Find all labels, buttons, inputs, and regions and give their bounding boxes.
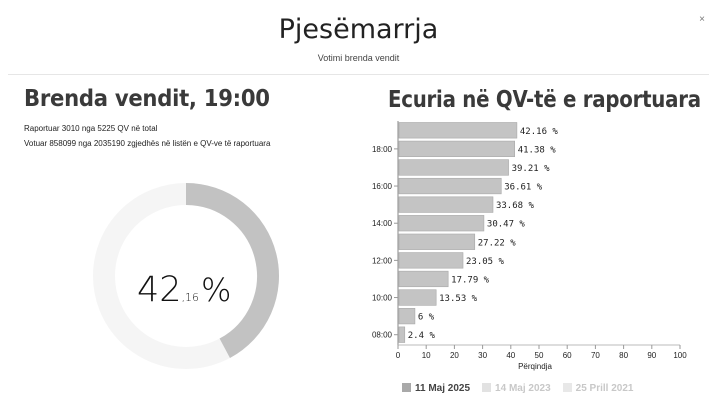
x-tick-label: 40 (506, 351, 515, 360)
bar-value-label: 30.47 % (487, 220, 526, 230)
left-panel-title: Brenda vendit, 19:00 (24, 86, 270, 112)
bar (398, 177, 502, 195)
x-tick-label: 0 (396, 351, 401, 360)
turnout-decimal: ,16 (181, 291, 200, 304)
bar (398, 308, 416, 325)
turnout-value: 42,16% (137, 270, 231, 310)
bar-value-label: 13.53 % (439, 294, 478, 304)
y-tick-label: 14:00 (372, 219, 393, 228)
bar (398, 122, 518, 139)
turnout-gauge (93, 183, 279, 369)
bar-value-label: 27.22 % (478, 238, 517, 248)
x-tick-label: 100 (673, 351, 687, 360)
turnout-integer: 42 (137, 270, 182, 310)
close-icon[interactable]: × (699, 14, 705, 25)
gauge-fill (185, 183, 279, 358)
bar-value-label: 17.79 % (451, 275, 490, 285)
bar (398, 270, 449, 288)
x-tick-label: 20 (450, 351, 459, 360)
bar-value-label: 39.21 % (512, 164, 551, 174)
bar (398, 215, 485, 232)
right-panel-title: Ecuria në QV-të e raportuara (388, 87, 701, 113)
x-axis-label: Përqindja (518, 362, 552, 371)
x-tick-label: 80 (619, 351, 628, 360)
x-tick-label: 50 (535, 351, 544, 360)
bar-value-label: 33.68 % (496, 201, 535, 211)
bar-value-label: 2.4 % (408, 331, 436, 341)
bar (398, 326, 406, 343)
legend-swatch (482, 383, 492, 392)
legend-item[interactable]: 11 Maj 2025 (402, 383, 470, 394)
bar (398, 289, 437, 306)
voters-text: Votuar 858099 nga 2035190 zgjedhës në li… (24, 139, 271, 148)
x-tick-label: 60 (563, 351, 572, 360)
bar (398, 196, 494, 213)
bar (398, 252, 464, 269)
bar-value-label: 23.05 % (466, 257, 505, 267)
x-tick-label: 70 (591, 351, 600, 360)
page-subtitle: Votimi brenda vendit (317, 53, 400, 63)
y-tick-label: 16:00 (372, 182, 393, 191)
reported-stations-text: Raportuar 3010 nga 5225 QV në total (24, 124, 158, 133)
divider (8, 74, 709, 75)
y-tick-label: 10:00 (372, 294, 393, 303)
legend-label: 11 Maj 2025 (415, 383, 471, 394)
bar-value-label: 41.38 % (518, 145, 557, 155)
bar-value-label: 36.61 % (504, 183, 543, 193)
legend-swatch (562, 383, 572, 392)
chart-legend: 11 Maj 2025 14 Maj 2023 25 Prill 2021 (402, 383, 645, 394)
y-tick-label: 12:00 (372, 256, 393, 265)
y-tick-label: 08:00 (372, 331, 393, 340)
legend-swatch (402, 383, 411, 392)
legend-item[interactable]: 25 Prill 2021 (562, 383, 634, 394)
bar (398, 140, 515, 157)
bar-value-label: 6 % (418, 313, 435, 323)
x-tick-label: 10 (422, 351, 431, 360)
bar-value-label: 42.16 % (520, 127, 559, 137)
page-title: Pjesëmarrja (278, 14, 439, 45)
bar (398, 159, 509, 176)
legend-label: 25 Prill 2021 (575, 383, 634, 394)
legend-label: 14 Maj 2023 (495, 383, 551, 394)
x-tick-label: 30 (478, 351, 487, 360)
bar (398, 233, 476, 250)
modal-header: Pjesëmarrja Votimi brenda vendit × (0, 0, 717, 74)
turnout-percent-sign: % (201, 271, 232, 309)
y-tick-label: 18:00 (372, 145, 393, 154)
x-tick-label: 90 (647, 351, 656, 360)
legend-item[interactable]: 14 Maj 2023 (482, 383, 551, 394)
